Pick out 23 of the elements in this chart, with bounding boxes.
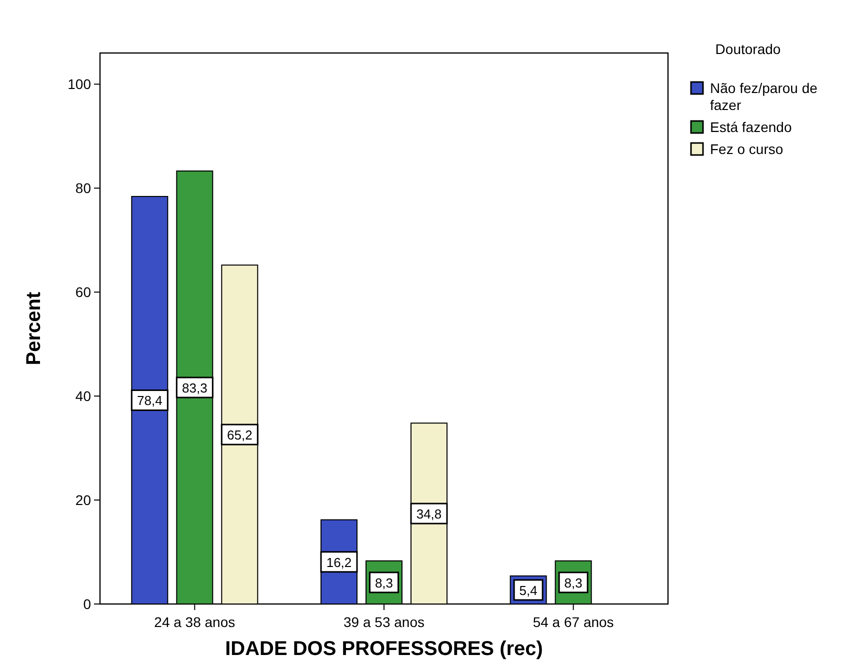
data-label: 34,8 bbox=[416, 506, 442, 522]
y-tick-label: 60 bbox=[75, 284, 92, 300]
y-axis-title: Percent bbox=[23, 291, 45, 366]
y-tick-label: 0 bbox=[83, 596, 92, 612]
y-tick-label: 20 bbox=[75, 492, 92, 508]
y-tick-label: 80 bbox=[75, 180, 92, 196]
data-label: 16,2 bbox=[326, 554, 352, 570]
y-tick-label: 100 bbox=[68, 76, 92, 92]
data-label: 65,2 bbox=[227, 428, 252, 443]
data-label: 8,3 bbox=[564, 575, 582, 590]
x-tick-label: 24 a 38 anos bbox=[154, 614, 236, 630]
data-label: 5,4 bbox=[519, 582, 538, 598]
legend-label: Fez o curso bbox=[710, 141, 784, 157]
data-label: 8,3 bbox=[374, 575, 394, 590]
x-tick-label: 54 a 67 anos bbox=[532, 614, 614, 630]
y-tick-label: 40 bbox=[75, 388, 92, 404]
data-label: 78,4 bbox=[137, 393, 162, 408]
legend-label: Não fez/parou de fazer bbox=[710, 80, 818, 113]
legend-label: Está fazendo bbox=[710, 119, 792, 135]
x-tick-label: 39 a 53 anos bbox=[344, 614, 424, 630]
x-axis-title: IDADE DOS PROFESSORES (rec) bbox=[225, 638, 543, 660]
legend-title: Doutorado bbox=[715, 41, 781, 57]
data-label: 83,3 bbox=[182, 380, 208, 396]
